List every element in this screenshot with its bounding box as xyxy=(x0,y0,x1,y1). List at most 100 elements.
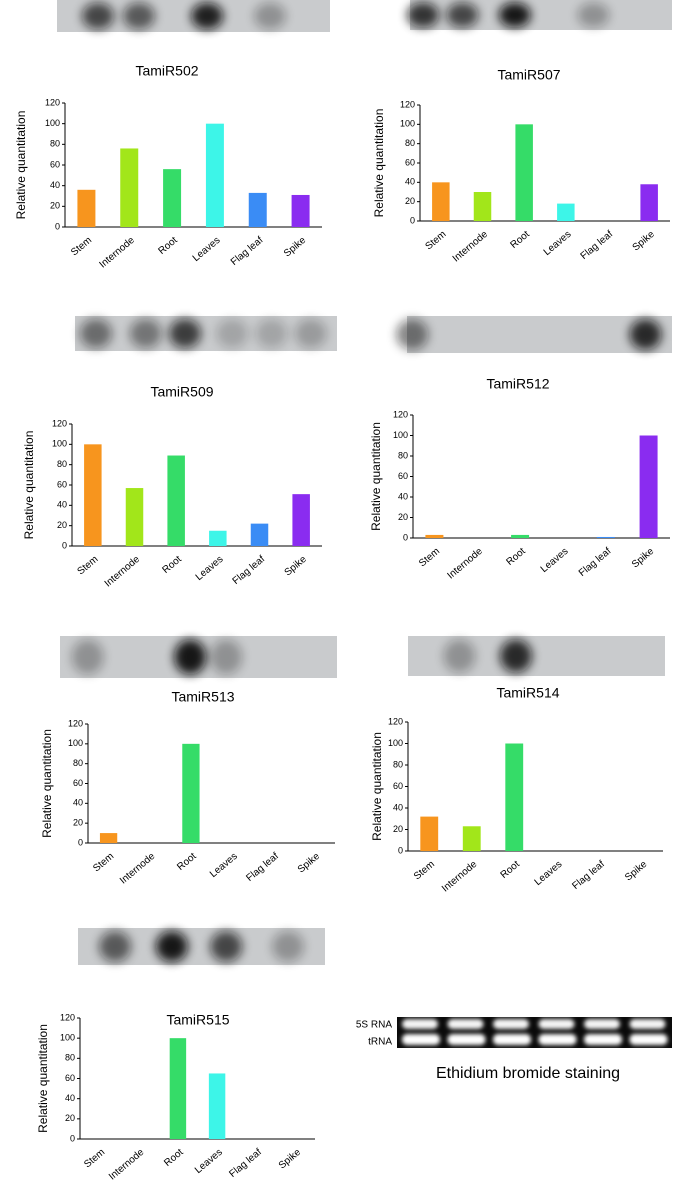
x-tick-label: Internode xyxy=(451,229,491,265)
blot-band xyxy=(210,931,243,962)
bar xyxy=(205,123,224,227)
y-tick-label: 100 xyxy=(400,119,415,129)
bar xyxy=(99,833,118,843)
y-tick-label: 20 xyxy=(50,201,60,211)
bar xyxy=(248,192,267,227)
y-tick-label: 20 xyxy=(405,196,415,206)
y-tick-label: 20 xyxy=(57,520,67,530)
bar xyxy=(515,124,533,221)
blot-band xyxy=(71,639,104,675)
gel-band xyxy=(584,1034,622,1045)
x-tick-label: Stem xyxy=(82,1147,107,1170)
bar xyxy=(639,435,658,538)
blot-band xyxy=(499,639,532,673)
y-tick-label: 40 xyxy=(50,180,60,190)
y-tick-label: 120 xyxy=(52,418,67,428)
x-tick-label: Internode xyxy=(440,859,480,895)
x-tick-label: Leaves xyxy=(542,229,574,258)
blot-band xyxy=(498,2,531,28)
y-tick-label: 120 xyxy=(68,718,83,728)
x-tick-label: Internode xyxy=(445,546,485,582)
y-tick-label: 0 xyxy=(70,1133,75,1143)
blot-band xyxy=(446,2,479,28)
x-tick-label: Spike xyxy=(630,546,657,571)
chart-title: TamiR507 xyxy=(497,67,560,83)
blot-band xyxy=(122,2,155,30)
y-tick-label: 100 xyxy=(52,439,67,449)
x-tick-label: Leaves xyxy=(191,235,223,264)
y-tick-label: 0 xyxy=(410,215,415,225)
y-tick-label: 100 xyxy=(68,738,83,748)
y-tick-label: 40 xyxy=(57,500,67,510)
blot-band xyxy=(294,318,327,349)
x-tick-label: Root xyxy=(162,1147,185,1169)
blot-band xyxy=(216,318,249,349)
x-tick-label: Flag leaf xyxy=(227,1147,264,1180)
bar xyxy=(292,494,310,546)
bar xyxy=(420,816,439,851)
x-tick-label: Leaves xyxy=(193,1147,225,1176)
y-tick-label: 0 xyxy=(62,540,67,550)
blot-band xyxy=(407,2,440,28)
x-tick-label: Root xyxy=(509,229,532,251)
chart-title: TamiR514 xyxy=(496,685,559,701)
bar xyxy=(250,523,269,546)
gel-band xyxy=(402,1019,438,1029)
gel-band xyxy=(538,1034,577,1045)
gel-band xyxy=(584,1019,620,1029)
bar xyxy=(77,189,96,227)
x-tick-label: Stem xyxy=(91,851,116,874)
y-tick-label: 40 xyxy=(65,1093,75,1103)
x-tick-label: Root xyxy=(175,851,198,873)
bar xyxy=(473,192,492,221)
gel-band xyxy=(493,1034,531,1045)
y-tick-label: 80 xyxy=(405,138,415,148)
x-tick-label: Spike xyxy=(631,229,658,254)
y-tick-label: 80 xyxy=(50,139,60,149)
x-tick-label: Spike xyxy=(282,235,309,260)
x-tick-label: Stem xyxy=(69,235,94,258)
x-tick-label: Root xyxy=(156,235,179,257)
blot-band xyxy=(253,2,286,30)
chart-title: TamiR509 xyxy=(150,384,213,400)
x-tick-label: Root xyxy=(499,859,522,881)
blot-band xyxy=(79,318,112,349)
x-tick-label: Internode xyxy=(107,1147,147,1183)
gel-band xyxy=(538,1019,575,1029)
x-tick-label: Internode xyxy=(103,554,143,590)
y-tick-label: 20 xyxy=(398,512,408,522)
bar xyxy=(120,148,139,227)
x-tick-label: Internode xyxy=(118,851,158,887)
x-tick-label: Spike xyxy=(277,1147,304,1172)
y-tick-label: 120 xyxy=(45,97,60,107)
gel-caption: Ethidium bromide staining xyxy=(436,1065,620,1082)
x-tick-label: Leaves xyxy=(533,859,565,888)
y-tick-label: 0 xyxy=(55,221,60,231)
y-tick-label: 100 xyxy=(393,430,408,440)
x-tick-label: Spike xyxy=(296,851,323,876)
y-tick-label: 80 xyxy=(398,450,408,460)
bar xyxy=(291,194,310,227)
y-tick-label: 120 xyxy=(400,99,415,109)
y-tick-label: 60 xyxy=(57,479,67,489)
y-axis-label: Relative quantitation xyxy=(36,1024,50,1133)
y-axis-label: Relative quantitation xyxy=(40,729,54,838)
bar xyxy=(125,488,144,546)
bar xyxy=(432,182,450,221)
x-tick-label: Root xyxy=(504,546,527,568)
bar xyxy=(163,169,182,227)
blot-band xyxy=(210,639,243,675)
chart-title: TamiR512 xyxy=(486,376,549,392)
y-tick-label: 120 xyxy=(60,1012,75,1022)
y-tick-label: 80 xyxy=(57,459,67,469)
gel-image xyxy=(397,1017,672,1048)
bar xyxy=(596,536,615,538)
bar xyxy=(84,444,102,546)
blot-band xyxy=(577,2,610,28)
blot-band xyxy=(191,2,224,30)
y-tick-label: 60 xyxy=(73,778,83,788)
chart-title: TamiR515 xyxy=(166,1012,229,1028)
bar xyxy=(169,1038,187,1139)
y-axis-label: Relative quantitation xyxy=(372,109,386,218)
x-tick-label: Flag leaf xyxy=(231,554,268,587)
